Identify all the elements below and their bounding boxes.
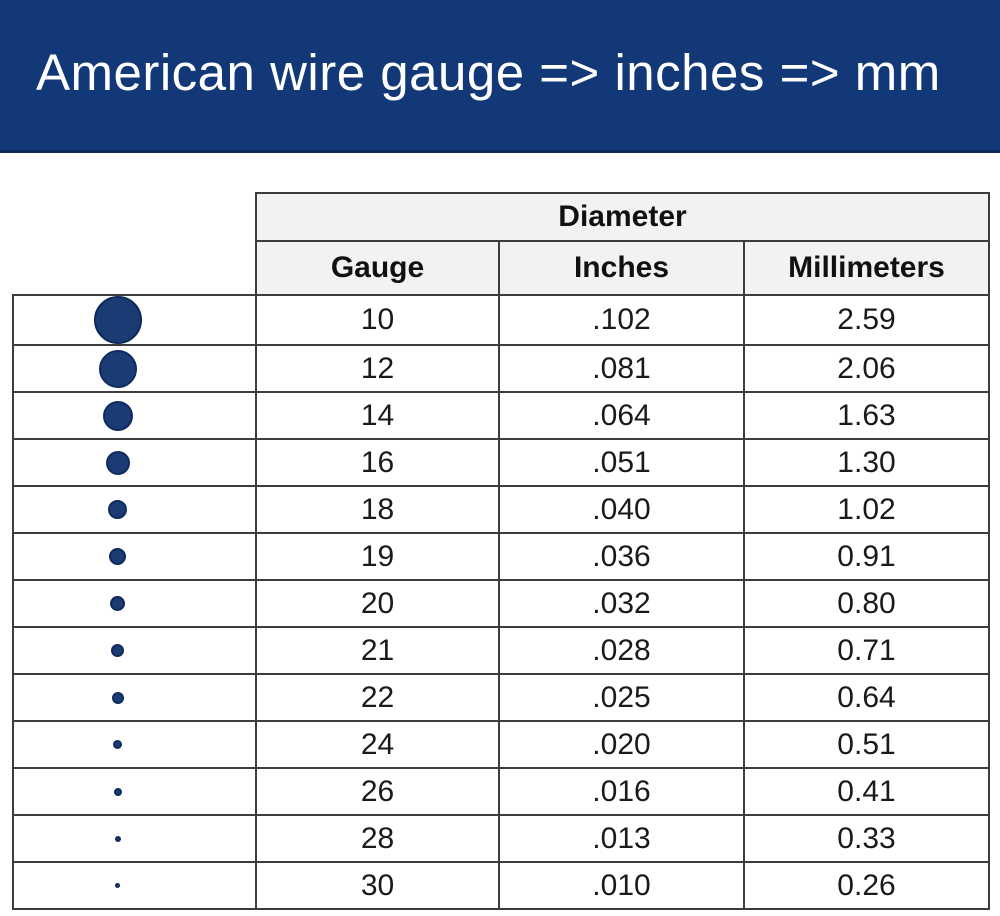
millimeters-cell: 1.30 <box>743 438 990 487</box>
table-row: 14.064 1.63 <box>12 391 990 440</box>
table-row: 12.081 2.06 <box>12 344 990 393</box>
gauge-cell: 28 <box>255 814 500 863</box>
table-row: 19.036 0.91 <box>12 532 990 581</box>
diameter-span-header: Diameter <box>255 192 990 242</box>
column-header-gauge: Gauge <box>255 240 500 296</box>
wire-size-dot-cell <box>12 861 257 910</box>
wire-size-dot-cell <box>12 532 257 581</box>
wire-gauge-table: Diameter Gauge Inches Millimeters 10.102… <box>12 192 990 910</box>
wire-size-dot-cell <box>12 814 257 863</box>
inches-cell: .032 <box>498 579 745 628</box>
blank-corner-cell <box>13 193 256 241</box>
wire-size-dot-cell <box>12 294 257 346</box>
table-body: 10.102 2.59 12.081 2.06 14.064 1.63 16.051 1.30… <box>12 294 990 910</box>
wire-size-dot-cell <box>12 626 257 675</box>
wire-diameter-dot <box>109 548 126 565</box>
inches-cell: .036 <box>498 532 745 581</box>
millimeters-cell: 0.80 <box>743 579 990 628</box>
millimeters-cell: 0.64 <box>743 673 990 722</box>
millimeters-cell: 1.63 <box>743 391 990 440</box>
inches-cell: .102 <box>498 294 745 346</box>
wire-size-dot-cell <box>12 720 257 769</box>
title-banner: American wire gauge => inches => mm <box>0 0 1000 153</box>
wire-diameter-dot <box>111 644 124 657</box>
millimeters-cell: 0.51 <box>743 720 990 769</box>
inches-cell: .013 <box>498 814 745 863</box>
column-header-inches: Inches <box>498 240 745 296</box>
gauge-cell: 16 <box>255 438 500 487</box>
wire-size-dot-cell <box>12 673 257 722</box>
wire-size-dot-cell <box>12 767 257 816</box>
gauge-cell: 30 <box>255 861 500 910</box>
wire-diameter-dot <box>93 296 142 344</box>
table-row: 24.020 0.51 <box>12 720 990 769</box>
inches-cell: .016 <box>498 767 745 816</box>
column-header-millimeters: Millimeters <box>743 240 990 296</box>
table-row: 30.010 0.26 <box>12 861 990 910</box>
wire-size-dot-cell <box>12 485 257 534</box>
wire-diameter-dot <box>108 500 127 519</box>
gauge-cell: 14 <box>255 391 500 440</box>
wire-diameter-dot <box>115 883 120 888</box>
inches-cell: .020 <box>498 720 745 769</box>
gauge-cell: 12 <box>255 344 500 393</box>
column-header-row: Gauge Inches Millimeters <box>13 240 990 296</box>
inches-cell: .081 <box>498 344 745 393</box>
gauge-cell: 24 <box>255 720 500 769</box>
millimeters-cell: 0.33 <box>743 814 990 863</box>
table-row: 28.013 0.33 <box>12 814 990 863</box>
table-row: 16.051 1.30 <box>12 438 990 487</box>
gauge-cell: 21 <box>255 626 500 675</box>
gauge-cell: 20 <box>255 579 500 628</box>
wire-diameter-dot <box>113 787 122 796</box>
table-row: 22.025 0.64 <box>12 673 990 722</box>
diameter-header-row: Diameter <box>13 192 990 242</box>
gauge-cell: 22 <box>255 673 500 722</box>
gauge-cell: 26 <box>255 767 500 816</box>
millimeters-cell: 0.41 <box>743 767 990 816</box>
wire-size-dot-cell <box>12 579 257 628</box>
table-row: 26.016 0.41 <box>12 767 990 816</box>
wire-size-dot-cell <box>12 344 257 393</box>
inches-cell: .051 <box>498 438 745 487</box>
wire-diameter-dot <box>114 835 121 842</box>
millimeters-cell: 0.26 <box>743 861 990 910</box>
page-title: American wire gauge => inches => mm <box>36 43 941 101</box>
millimeters-cell: 2.06 <box>743 344 990 393</box>
millimeters-cell: 0.71 <box>743 626 990 675</box>
table-row: 20.032 0.80 <box>12 579 990 628</box>
wire-size-dot-cell <box>12 391 257 440</box>
wire-diameter-dot <box>111 691 124 704</box>
wire-diameter-dot <box>102 400 133 431</box>
millimeters-cell: 1.02 <box>743 485 990 534</box>
inches-cell: .040 <box>498 485 745 534</box>
table-row: 10.102 2.59 <box>12 294 990 346</box>
wire-diameter-dot <box>113 740 122 749</box>
table-row: 21.028 0.71 <box>12 626 990 675</box>
inches-cell: .028 <box>498 626 745 675</box>
wire-diameter-dot <box>110 596 125 611</box>
wire-diameter-dot <box>98 349 137 388</box>
millimeters-cell: 0.91 <box>743 532 990 581</box>
blank-corner-cell <box>13 241 256 295</box>
gauge-cell: 18 <box>255 485 500 534</box>
gauge-cell: 10 <box>255 294 500 346</box>
wire-size-dot-cell <box>12 438 257 487</box>
gauge-cell: 19 <box>255 532 500 581</box>
inches-cell: .025 <box>498 673 745 722</box>
inches-cell: .010 <box>498 861 745 910</box>
millimeters-cell: 2.59 <box>743 294 990 346</box>
wire-diameter-dot <box>105 450 130 475</box>
table-row: 18.040 1.02 <box>12 485 990 534</box>
inches-cell: .064 <box>498 391 745 440</box>
